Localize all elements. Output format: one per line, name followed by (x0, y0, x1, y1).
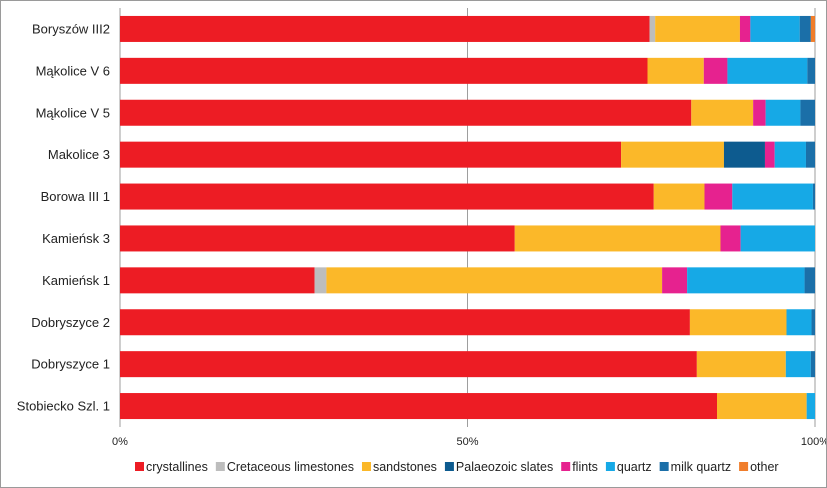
bar-segment (662, 267, 688, 294)
legend-item: other (739, 460, 779, 474)
bar-segment (804, 267, 815, 294)
bar-segment (653, 183, 705, 210)
bar-segment (805, 141, 815, 168)
bar-segment (621, 141, 724, 168)
bar-segment (120, 141, 622, 168)
bar-segment (812, 183, 815, 210)
category-label: Mąkolice V 5 (36, 105, 110, 120)
legend-swatch (561, 462, 571, 471)
legend-label: quartz (617, 460, 652, 474)
category-label: Stobiecko Szl. 1 (17, 399, 110, 414)
bar-segment (120, 393, 718, 420)
legend-swatch (444, 462, 454, 471)
legend-label: crystallines (146, 460, 208, 474)
bar-segment (740, 225, 815, 252)
bar-segment (703, 57, 728, 84)
legend-label: sandstones (373, 460, 437, 474)
bar-segment (120, 15, 650, 42)
bar-segment (785, 351, 811, 378)
legend-label: Palaeozoic slates (456, 460, 553, 474)
category-label: Kamieńsk 3 (42, 231, 110, 246)
bar-segment (704, 183, 733, 210)
bar-segment (120, 57, 648, 84)
bar-segment (120, 99, 692, 126)
bar-segment (120, 267, 315, 294)
bar-segment (806, 393, 815, 420)
bar-segment (750, 15, 800, 42)
legend-item: crystallines (135, 460, 208, 474)
category-label: Mąkolice V 6 (36, 63, 110, 78)
category-label: Dobryszyce 2 (31, 315, 110, 330)
bar-segment (810, 351, 815, 378)
bar-segment (120, 183, 654, 210)
bar-segment (326, 267, 663, 294)
bar-segment (800, 99, 815, 126)
legend-item: flints (561, 460, 598, 474)
category-label: Boryszów III2 (32, 21, 110, 36)
bar-segment (739, 15, 751, 42)
category-label: Dobryszyce 1 (31, 357, 110, 372)
bar-segment (810, 15, 815, 42)
legend-item: sandstones (361, 460, 437, 474)
bar-segment (786, 309, 812, 336)
legend-item: milk quartz (659, 460, 731, 474)
bar-segment (764, 141, 775, 168)
bar-segment (774, 141, 806, 168)
legend-item: Cretaceous limestones (215, 460, 354, 474)
bar-segment (689, 309, 787, 336)
bar-segment (696, 351, 786, 378)
bar-segment (720, 225, 741, 252)
bar-segment (647, 57, 704, 84)
legend-swatch (215, 462, 225, 471)
legend-swatch (659, 462, 669, 471)
bar-segment (732, 183, 813, 210)
legend-label: Cretaceous limestones (227, 460, 354, 474)
legend: crystallines Cretaceous limestones sandsto… (135, 460, 779, 474)
bar-segment (687, 267, 805, 294)
x-tick-label: 0% (112, 436, 128, 448)
legend-label: milk quartz (671, 460, 731, 474)
bar-segment (727, 57, 808, 84)
legend-swatch (739, 462, 749, 471)
legend-swatch (361, 462, 371, 471)
bar-segment (811, 309, 815, 336)
legend-swatch (135, 462, 144, 471)
category-label: Kamieńsk 1 (42, 273, 110, 288)
category-label: Borowa III 1 (41, 189, 110, 204)
category-label: Makolice 3 (48, 147, 110, 162)
bar-segment (691, 99, 754, 126)
bars-layer (120, 15, 815, 420)
bar-segment (807, 57, 815, 84)
legend-swatch (605, 462, 615, 471)
legend-label: other (750, 460, 779, 474)
bar-segment (514, 225, 721, 252)
bar-segment (655, 15, 740, 42)
bar-segment (314, 267, 327, 294)
bar-segment (120, 225, 515, 252)
legend-item: quartz (605, 460, 652, 474)
legend-label: flints (572, 460, 598, 474)
bar-segment (723, 141, 765, 168)
x-tick-label: 50% (456, 436, 478, 448)
bar-segment (799, 15, 811, 42)
bar-segment (765, 99, 801, 126)
x-tick-label: 100% (801, 436, 826, 448)
bar-segment (649, 15, 656, 42)
x-axis-ticks: 0% 50% 100% (112, 436, 826, 448)
legend-item: Palaeozoic slates (444, 460, 553, 474)
bar-segment (753, 99, 766, 126)
bar-segment (717, 393, 807, 420)
bar-segment (120, 309, 690, 336)
bar-segment (120, 351, 697, 378)
category-labels: Boryszów III2 Mąkolice V 6 Mąkolice V 5 Mak… (17, 21, 110, 413)
